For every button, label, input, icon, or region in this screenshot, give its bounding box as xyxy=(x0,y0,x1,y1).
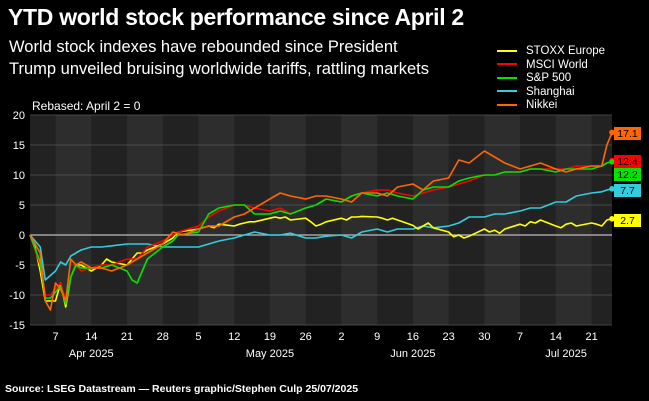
series-end-dot xyxy=(609,186,615,192)
x-tick-label: 26 xyxy=(300,331,312,343)
y-tick-label: -10 xyxy=(9,290,25,302)
y-tick-label: 10 xyxy=(13,170,25,182)
month-bands xyxy=(30,115,612,325)
x-month-label: May 2025 xyxy=(246,348,294,360)
x-tick-label: 14 xyxy=(85,331,97,343)
end-label-box xyxy=(614,127,641,140)
legend-entry: Shanghai xyxy=(497,86,605,100)
plot-background xyxy=(30,115,612,325)
end-label-box xyxy=(614,168,641,181)
x-tick-label: 16 xyxy=(407,331,419,343)
chart-legend: STOXX Europe MSCI World S&P 500 Shanghai Nik… xyxy=(497,45,605,113)
series-line-shanghai xyxy=(29,188,613,281)
week-band xyxy=(127,115,163,325)
end-labels: 17.1 12.412.2 7.7 2.7 xyxy=(614,127,641,227)
end-value-label: 7.7 xyxy=(620,185,635,197)
series-end-dot xyxy=(609,129,615,136)
legend-label: MSCI World xyxy=(526,58,588,71)
source-note: Source: LSEG Datastream — Reuters graphi… xyxy=(5,383,359,395)
end-label-box xyxy=(614,155,641,168)
x-tick-label: 7 xyxy=(517,331,523,343)
series-line-stoxx-europe xyxy=(29,215,613,308)
x-tick-label: 23 xyxy=(443,331,455,343)
week-band xyxy=(55,115,92,325)
legend-swatch xyxy=(497,103,517,106)
y-tick-label: -5 xyxy=(15,260,25,272)
week-band xyxy=(484,115,521,325)
x-tick-label: 21 xyxy=(121,331,133,343)
series-line-s-p-500 xyxy=(29,161,613,305)
week-band xyxy=(555,115,592,325)
legend-label: Nikkei xyxy=(526,99,558,111)
legend-swatch xyxy=(497,90,517,93)
x-tick-label: 2 xyxy=(338,331,344,343)
legend-swatch xyxy=(497,76,517,79)
rebased-annotation: Rebased: April 2 = 0 xyxy=(32,99,141,113)
end-value-label: 12.4 xyxy=(617,156,638,168)
end-label-box xyxy=(614,184,641,197)
end-value-label: 12.2 xyxy=(617,169,638,181)
x-month-label: Apr 2025 xyxy=(69,348,114,360)
legend-label: STOXX Europe xyxy=(526,45,606,57)
x-tick-label: 19 xyxy=(264,331,276,343)
y-tick-label: 15 xyxy=(13,140,25,152)
legend-swatch xyxy=(497,63,517,66)
week-band xyxy=(269,115,306,325)
x-month-label: Jun 2025 xyxy=(390,348,435,360)
x-tick-label: 9 xyxy=(374,331,380,343)
week-band xyxy=(412,115,449,325)
end-label-box xyxy=(614,214,641,227)
x-axis-ticks: 7 14 21 28 5 12 19 26 2 9 16 23 30 7 14 21 Apr 2025 May 2… xyxy=(52,331,597,360)
legend-entry: MSCI World xyxy=(497,59,605,73)
legend-label: S&P 500 xyxy=(526,72,572,84)
end-value-label: 2.7 xyxy=(620,215,635,227)
chart-subtitle-line-2: Trump unveiled bruising worldwide tariff… xyxy=(9,60,430,78)
end-value-label: 17.1 xyxy=(617,128,638,140)
x-tick-label: 7 xyxy=(52,331,58,343)
chart-subtitle-line-1: World stock indexes have rebounded since… xyxy=(9,38,398,56)
x-tick-label: 28 xyxy=(157,331,169,343)
series-line-nikkei xyxy=(29,132,613,311)
x-tick-label: 12 xyxy=(228,331,240,343)
y-tick-label: 0 xyxy=(19,230,25,242)
y-tick-label: -15 xyxy=(9,320,25,332)
chart-title: YTD world stock performance since April … xyxy=(8,4,464,30)
y-tick-label: 5 xyxy=(19,200,25,212)
legend-entry: S&P 500 xyxy=(497,72,605,86)
series-end-dot xyxy=(609,216,615,222)
x-tick-label: 21 xyxy=(585,331,597,343)
legend-label: Shanghai xyxy=(526,85,575,98)
y-axis-ticks: -15 -10 -5 0 5 10 15 20 xyxy=(9,110,25,332)
y-tick-label: 20 xyxy=(13,110,25,122)
series-end-dot xyxy=(609,159,615,165)
x-tick-label: 5 xyxy=(195,331,201,343)
x-month-label: Jul 2025 xyxy=(545,348,587,360)
series-lines xyxy=(29,129,615,311)
legend-entry: STOXX Europe xyxy=(497,45,605,59)
x-tick-label: 14 xyxy=(550,331,562,343)
legend-entry: Nikkei xyxy=(497,99,605,113)
legend-swatch xyxy=(497,49,517,52)
x-tick-label: 30 xyxy=(478,331,490,343)
